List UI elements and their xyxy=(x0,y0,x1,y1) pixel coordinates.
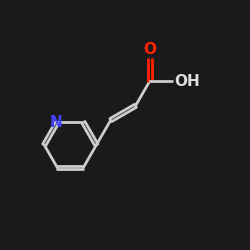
Text: OH: OH xyxy=(174,74,200,88)
Text: N: N xyxy=(50,115,62,130)
Text: O: O xyxy=(143,42,156,58)
